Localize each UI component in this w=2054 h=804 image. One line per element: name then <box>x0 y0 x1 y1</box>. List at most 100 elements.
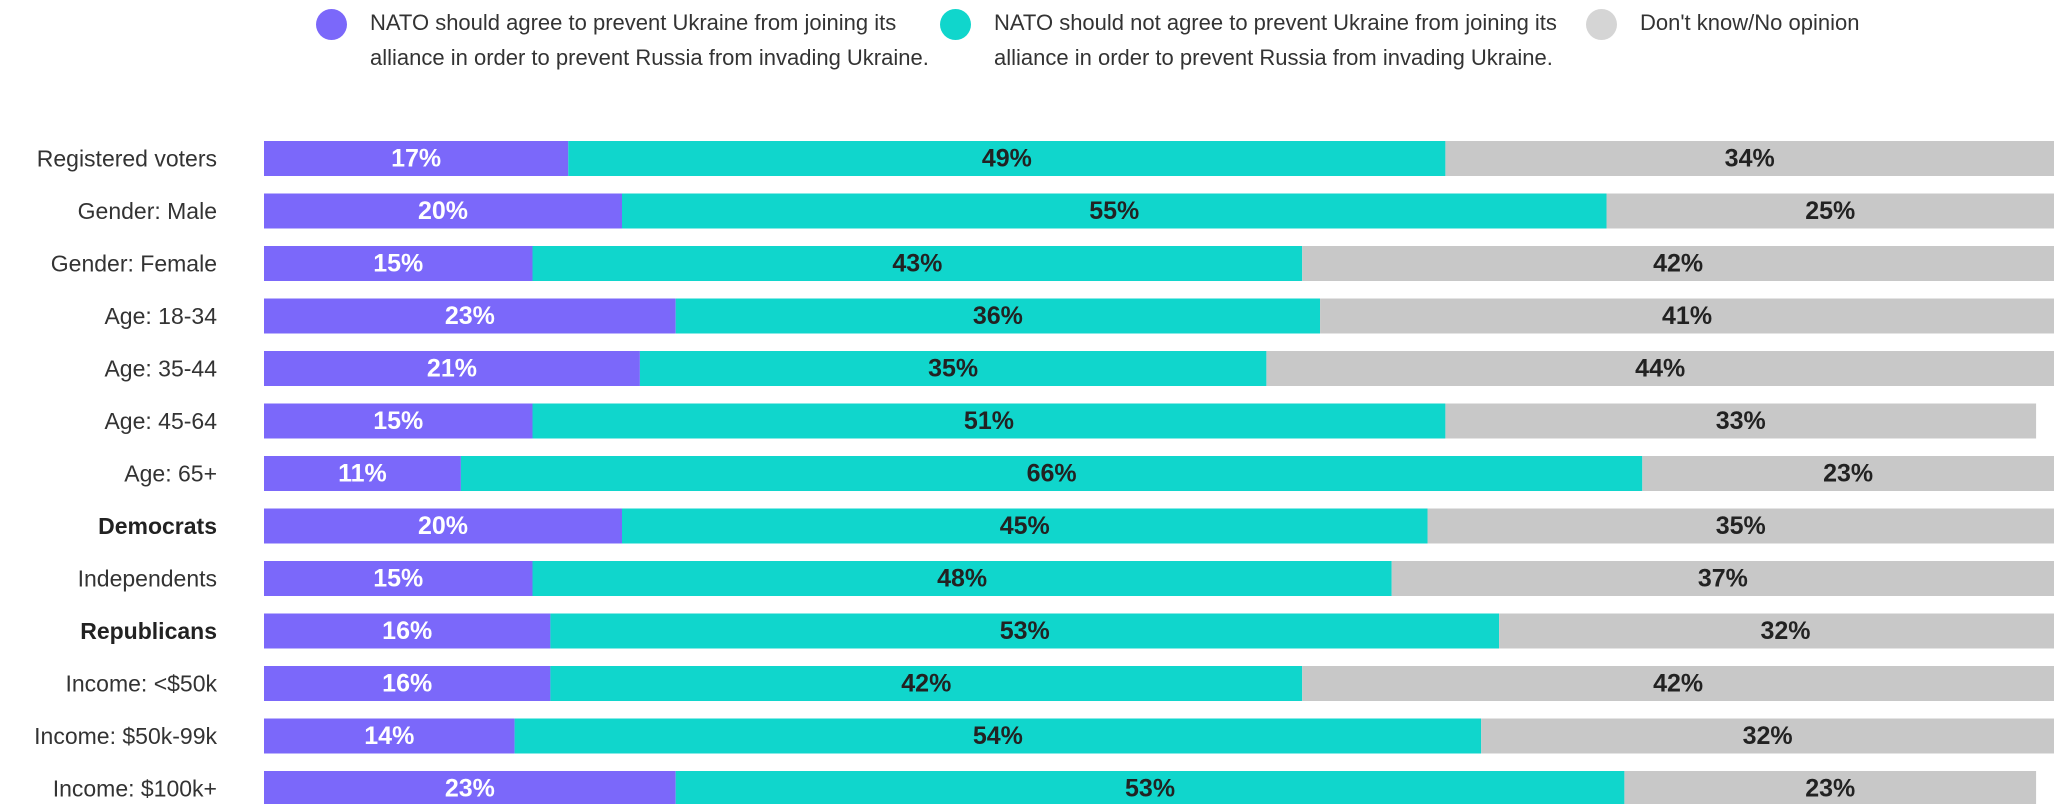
data-label-dont-know-republicans: 32% <box>1760 617 1810 645</box>
bar-agree-income-50k-99k <box>264 718 515 754</box>
bar-dont-know-age-18-34 <box>1320 298 2054 334</box>
data-label-not-agree-democrats: 45% <box>1000 512 1050 540</box>
data-label-agree-gender-female: 15% <box>373 250 423 278</box>
data-label-agree-democrats: 20% <box>418 512 468 540</box>
bar-agree-age-45-64 <box>264 403 533 439</box>
category-label-republicans: Republicans <box>80 618 217 644</box>
data-label-not-agree-republicans: 53% <box>1000 617 1050 645</box>
data-label-not-agree-gender-female: 43% <box>892 250 942 278</box>
data-label-dont-know-age-35-44: 44% <box>1635 355 1685 383</box>
data-label-agree-registered-voters: 17% <box>391 145 441 173</box>
data-label-not-agree-age-18-34: 36% <box>973 302 1023 330</box>
data-label-not-agree-gender-male: 55% <box>1089 197 1139 225</box>
bar-agree-income-50k <box>264 666 551 701</box>
category-label-gender-female: Gender: Female <box>51 251 217 277</box>
data-label-not-agree-age-45-64: 51% <box>964 407 1014 435</box>
bar-dont-know-income-100k <box>1624 771 2037 804</box>
bar-agree-registered-voters <box>264 141 569 176</box>
bar-not-agree-age-45-64 <box>532 403 1446 439</box>
bar-not-agree-income-100k <box>675 771 1625 804</box>
bar-dont-know-independents <box>1391 561 2054 596</box>
data-label-not-agree-age-65: 66% <box>1027 460 1077 488</box>
data-label-not-agree-income-50k-99k: 54% <box>973 722 1023 750</box>
data-label-agree-age-18-34: 23% <box>445 302 495 330</box>
legend-item-not-agree: NATO should not agree to prevent Ukraine… <box>940 6 1580 75</box>
legend-swatch-agree <box>316 9 347 40</box>
bar-agree-age-65 <box>264 456 461 491</box>
bar-not-agree-age-65 <box>460 456 1643 491</box>
bar-not-agree-independents <box>532 561 1392 596</box>
category-label-age-18-34: Age: 18-34 <box>104 303 217 329</box>
legend-swatch-dont-know <box>1586 9 1617 40</box>
category-label-age-65: Age: 65+ <box>124 461 217 487</box>
data-label-agree-income-50k-99k: 14% <box>364 722 414 750</box>
bar-dont-know-gender-female <box>1302 246 2054 281</box>
bar-agree-independents <box>264 561 533 596</box>
bar-not-agree-registered-voters <box>568 141 1446 176</box>
data-label-dont-know-age-65: 23% <box>1823 460 1873 488</box>
bar-dont-know-income-50k <box>1302 666 2054 701</box>
bar-dont-know-gender-male <box>1606 193 2054 229</box>
data-label-agree-age-45-64: 15% <box>373 407 423 435</box>
data-label-agree-age-65: 11% <box>338 460 387 488</box>
bar-dont-know-age-45-64 <box>1445 403 2037 439</box>
data-label-dont-know-income-50k-99k: 32% <box>1743 722 1793 750</box>
data-label-dont-know-independents: 37% <box>1698 565 1748 593</box>
bar-not-agree-republicans <box>550 613 1500 649</box>
category-label-age-35-44: Age: 35-44 <box>104 356 217 382</box>
data-label-dont-know-income-50k: 42% <box>1653 670 1703 698</box>
data-label-agree-gender-male: 20% <box>418 197 468 225</box>
bar-dont-know-age-65 <box>1642 456 2054 491</box>
chart-legend: NATO should agree to prevent Ukraine fro… <box>0 0 2054 120</box>
bar-agree-democrats <box>264 508 622 544</box>
category-label-income-100k: Income: $100k+ <box>53 776 217 802</box>
legend-label-agree: NATO should agree to prevent Ukraine fro… <box>370 10 929 70</box>
data-label-dont-know-income-100k: 23% <box>1805 775 1855 803</box>
bar-agree-gender-female <box>264 246 533 281</box>
legend-item-dont-know: Don't know/No opinion <box>1586 6 2026 41</box>
data-label-dont-know-age-18-34: 41% <box>1662 302 1712 330</box>
bar-not-agree-gender-female <box>532 246 1303 281</box>
legend-label-dont-know: Don't know/No opinion <box>1640 10 1860 35</box>
data-label-dont-know-gender-male: 25% <box>1805 197 1855 225</box>
data-label-not-agree-age-35-44: 35% <box>928 355 978 383</box>
category-label-income-50k-99k: Income: $50k-99k <box>34 723 217 749</box>
bar-agree-gender-male <box>264 193 622 229</box>
category-label-independents: Independents <box>78 566 217 592</box>
bar-not-agree-income-50k-99k <box>514 718 1482 754</box>
data-label-agree-age-35-44: 21% <box>427 355 477 383</box>
bar-dont-know-republicans <box>1499 613 2054 649</box>
category-label-democrats: Democrats <box>98 513 217 539</box>
bar-dont-know-income-50k-99k <box>1481 718 2054 754</box>
bar-dont-know-democrats <box>1427 508 2054 544</box>
category-label-income-50k: Income: <$50k <box>65 671 217 697</box>
bar-not-agree-age-18-34 <box>675 298 1321 334</box>
legend-item-agree: NATO should agree to prevent Ukraine fro… <box>316 6 956 75</box>
bar-dont-know-age-35-44 <box>1266 351 2054 386</box>
data-label-agree-independents: 15% <box>373 565 423 593</box>
data-label-dont-know-age-45-64: 33% <box>1716 407 1766 435</box>
data-label-dont-know-democrats: 35% <box>1716 512 1766 540</box>
bar-agree-republicans <box>264 613 551 649</box>
bar-not-agree-democrats <box>622 508 1428 544</box>
bar-not-agree-gender-male <box>622 193 1607 229</box>
bar-dont-know-registered-voters <box>1445 141 2054 176</box>
data-label-agree-income-50k: 16% <box>382 670 432 698</box>
data-label-dont-know-registered-voters: 34% <box>1725 145 1775 173</box>
bar-agree-age-35-44 <box>264 351 640 386</box>
bar-not-agree-age-35-44 <box>639 351 1267 386</box>
data-label-agree-income-100k: 23% <box>445 775 495 803</box>
data-label-not-agree-independents: 48% <box>937 565 987 593</box>
legend-swatch-not-agree <box>940 9 971 40</box>
legend-label-not-agree: NATO should not agree to prevent Ukraine… <box>994 10 1557 70</box>
data-label-dont-know-gender-female: 42% <box>1653 250 1703 278</box>
data-label-not-agree-income-100k: 53% <box>1125 775 1175 803</box>
bar-agree-income-100k <box>264 771 676 804</box>
data-label-not-agree-registered-voters: 49% <box>982 145 1032 173</box>
category-label-gender-male: Gender: Male <box>78 198 217 224</box>
data-label-agree-republicans: 16% <box>382 617 432 645</box>
data-label-not-agree-income-50k: 42% <box>901 670 951 698</box>
bar-not-agree-income-50k <box>550 666 1303 701</box>
category-label-registered-voters: Registered voters <box>37 146 217 172</box>
